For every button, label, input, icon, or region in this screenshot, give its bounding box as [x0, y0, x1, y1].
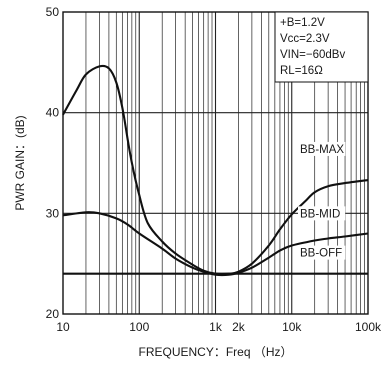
conditions-frame: [274, 11, 369, 83]
tick-labels: 10 100 1k 2k 10k 100k 20 30 40 50: [46, 5, 382, 334]
y-tick-label: 40: [46, 106, 60, 120]
x-tick-label: 100k: [355, 320, 382, 334]
x-tick-label: 10: [56, 320, 70, 334]
x-tick-label: 100: [129, 320, 149, 334]
x-tick-label: 2k: [232, 320, 246, 334]
y-tick-label: 20: [46, 307, 60, 321]
series-label-bg: [298, 206, 346, 221]
condition-text: +B=1.2V: [280, 17, 325, 29]
series-label-bb-off: BB-OFF: [300, 248, 342, 260]
condition-text: VIN=−60dBv: [280, 49, 345, 61]
series-group: BB-MAX BB-MID BB-OFF: [62, 64, 369, 277]
condition-text: RL=16Ω: [280, 65, 323, 77]
series-label-bg: [298, 141, 346, 156]
x-tick-label: 10k: [282, 320, 302, 334]
series-label-bb-mid: BB-MID: [300, 208, 340, 220]
x-tick-label: 1k: [209, 320, 223, 334]
series-label-bg: [298, 245, 346, 260]
plot-frame: [62, 11, 369, 315]
y-tick-label: 30: [46, 206, 60, 220]
series-line-bb-max: [62, 64, 369, 276]
grid: [63, 12, 368, 314]
series-label-bb-max: BB-MAX: [300, 144, 344, 156]
y-axis-label: PWR GAIN：(dB): [13, 115, 27, 210]
condition-text: Vcc=2.3V: [280, 33, 330, 45]
x-axis-label: FREQUENCY：Freq （Hz）: [138, 345, 292, 359]
y-tick-label: 50: [46, 5, 60, 19]
conditions-box: +B=1.2V Vcc=2.3V VIN=−60dBv RL=16Ω: [274, 11, 369, 83]
